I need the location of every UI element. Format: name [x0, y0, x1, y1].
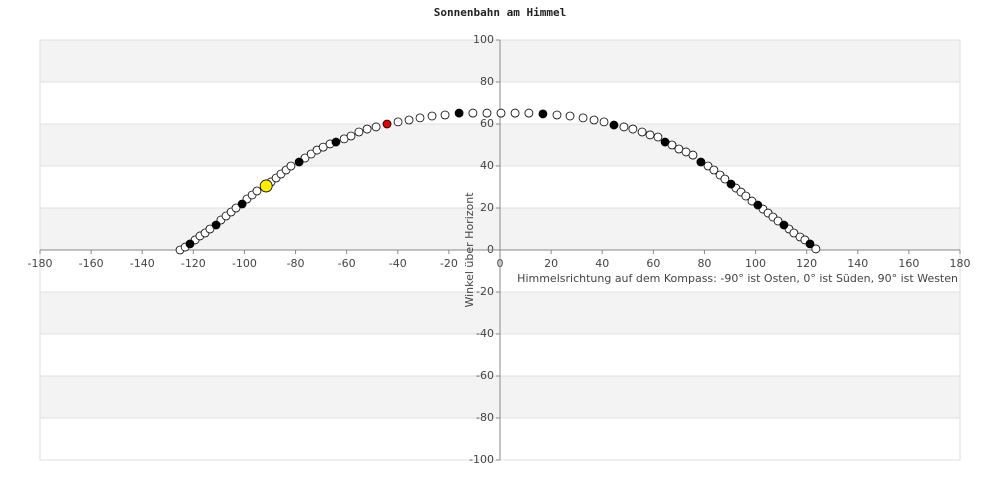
x-axis-title: Himmelsrichtung auf dem Kompass: -90° is… [517, 272, 958, 285]
y-tick-label: -20 [476, 285, 494, 298]
x-tick-label: -140 [130, 257, 155, 270]
data-point [524, 108, 534, 118]
data-point [619, 122, 629, 132]
data-point [811, 244, 821, 254]
data-point [404, 115, 414, 125]
y-tick-label: -80 [476, 411, 494, 424]
chart-title: Sonnenbahn am Himmel [434, 6, 566, 19]
data-point [286, 161, 296, 171]
y-tick-label: 60 [480, 117, 494, 130]
data-point [237, 199, 247, 209]
data-point [789, 228, 799, 238]
data-point [709, 165, 719, 175]
data-point [805, 239, 815, 249]
data-point [578, 113, 588, 123]
data-point [779, 220, 789, 230]
x-tick-label: 120 [796, 257, 817, 270]
x-tick-label: 140 [847, 257, 868, 270]
y-axis-title: Winkel über Horizont [463, 192, 476, 308]
data-point [696, 157, 706, 167]
y-tick-label: -60 [476, 369, 494, 382]
data-point [252, 186, 262, 196]
x-tick-label: -160 [79, 257, 104, 270]
data-point [415, 113, 425, 123]
data-point [454, 108, 464, 118]
data-point [231, 203, 241, 213]
data-point [371, 122, 381, 132]
data-point [660, 137, 670, 147]
data-point [688, 150, 698, 160]
data-point [354, 127, 364, 137]
data-point [393, 117, 403, 127]
data-point [720, 174, 730, 184]
data-point [628, 124, 638, 134]
data-point [741, 191, 751, 201]
data-point [589, 115, 599, 125]
data-point [482, 108, 492, 118]
data-point [294, 157, 304, 167]
x-tick-label: 60 [646, 257, 660, 270]
data-point [645, 130, 655, 140]
data-point [637, 127, 647, 137]
data-point [753, 200, 763, 210]
data-point [440, 110, 450, 120]
y-tick-label: 40 [480, 159, 494, 172]
data-point [653, 132, 663, 142]
x-tick-label: 20 [544, 257, 558, 270]
y-tick-label: 100 [473, 33, 494, 46]
data-point [427, 111, 437, 121]
data-point [538, 109, 548, 119]
x-tick-label: 40 [595, 257, 609, 270]
data-point [496, 108, 506, 118]
data-point [609, 120, 619, 130]
x-tick-label: -120 [181, 257, 206, 270]
data-point [211, 220, 221, 230]
data-point [362, 124, 372, 134]
data-point [599, 117, 609, 127]
data-point [382, 119, 392, 129]
x-tick-label: -60 [338, 257, 356, 270]
y-tick-label: 20 [480, 201, 494, 214]
x-tick-label: 160 [898, 257, 919, 270]
data-point [259, 179, 273, 193]
x-tick-label: 180 [950, 257, 971, 270]
x-tick-label: -100 [232, 257, 257, 270]
data-point [510, 108, 520, 118]
y-tick-label: 80 [480, 75, 494, 88]
y-tick-label: -40 [476, 327, 494, 340]
data-point [552, 110, 562, 120]
x-tick-label: -80 [287, 257, 305, 270]
data-point [205, 224, 215, 234]
x-tick-label: -180 [28, 257, 53, 270]
x-tick-label: -20 [440, 257, 458, 270]
y-tick-label: -100 [469, 453, 494, 466]
x-tick-label: -40 [389, 257, 407, 270]
x-tick-label: 100 [745, 257, 766, 270]
data-point [726, 179, 736, 189]
data-point [468, 108, 478, 118]
data-point [331, 137, 341, 147]
data-point [565, 111, 575, 121]
x-tick-label: 80 [697, 257, 711, 270]
data-point [185, 239, 195, 249]
data-point [346, 131, 356, 141]
